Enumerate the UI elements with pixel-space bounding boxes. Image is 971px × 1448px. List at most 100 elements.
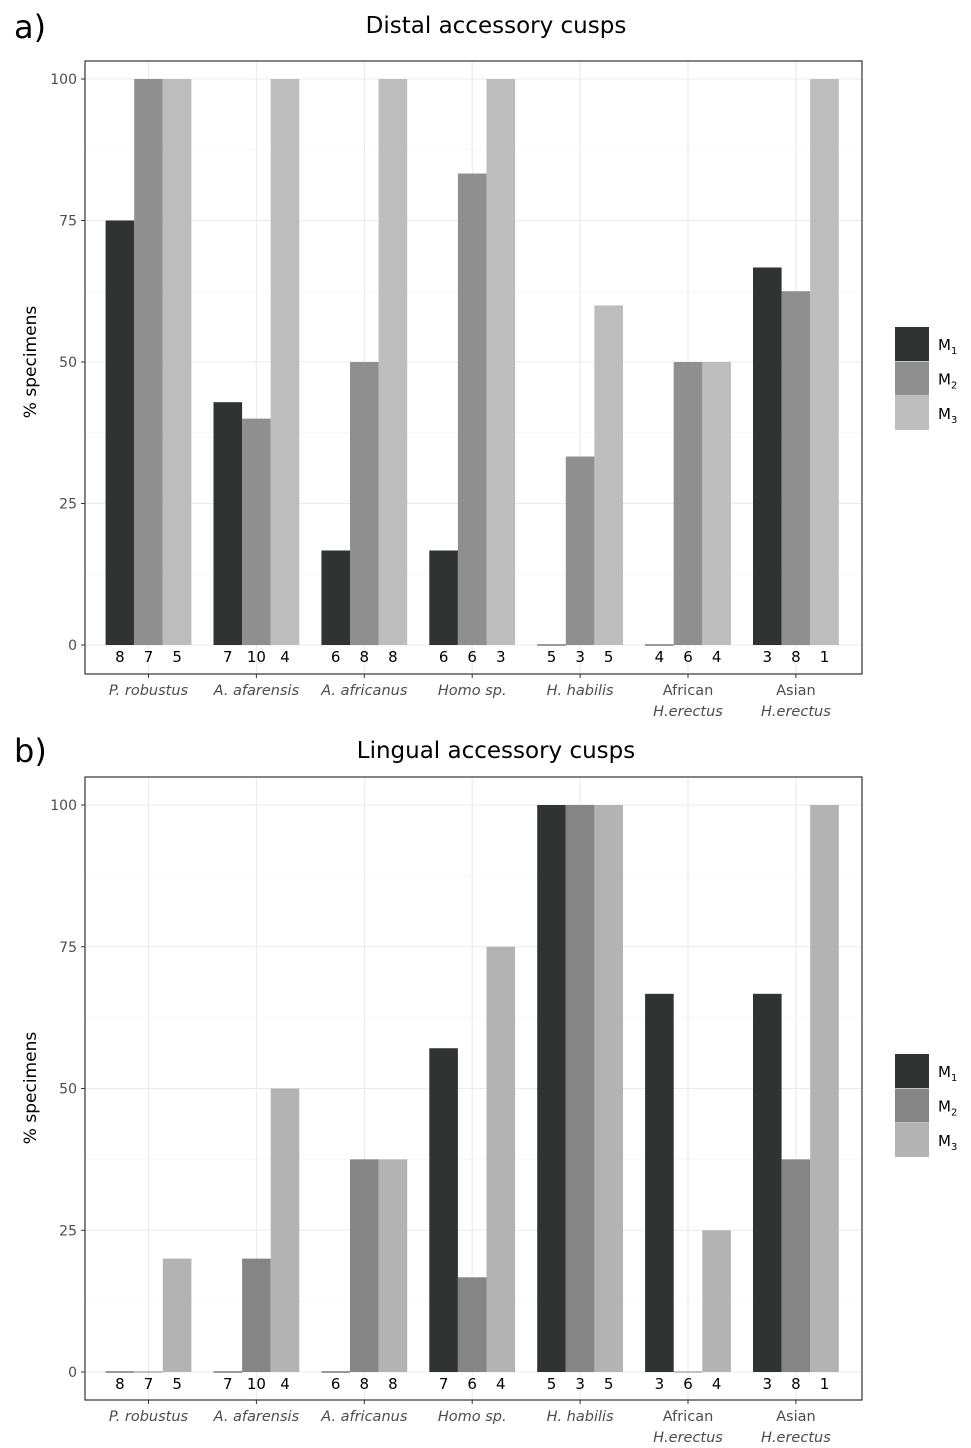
bar-m2 xyxy=(134,79,163,645)
sample-size-label: 5 xyxy=(604,648,614,666)
x-tick-label: African xyxy=(663,1409,714,1425)
sample-size-label: 8 xyxy=(115,648,125,666)
sample-size-label: 4 xyxy=(712,1375,722,1393)
chart-title: Lingual accessory cusps xyxy=(357,738,636,764)
bar-m3 xyxy=(162,79,192,645)
sample-size-label: 6 xyxy=(331,648,341,666)
bar-m1 xyxy=(537,805,566,1372)
bar-m2 xyxy=(350,1159,379,1372)
sample-size-label: 1 xyxy=(820,1375,830,1393)
sample-size-label: 8 xyxy=(360,1375,370,1393)
sample-size-label: 8 xyxy=(388,1375,398,1393)
sample-size-label: 5 xyxy=(604,1375,614,1393)
y-axis-label: % specimens xyxy=(21,1032,41,1145)
sample-size-label: 8 xyxy=(360,648,370,666)
panel-lingual-accessory-cusps: b) Lingual accessory cusps % specimens 8… xyxy=(14,732,957,1446)
bar-m1 xyxy=(213,1371,243,1373)
bar-m1 xyxy=(645,644,674,646)
bar-m2 xyxy=(781,1159,811,1372)
x-tick-label: P. robustus xyxy=(109,683,189,699)
sample-size-label: 3 xyxy=(575,1375,585,1393)
bar-m3 xyxy=(702,1230,731,1372)
y-tick-label: 25 xyxy=(59,1223,77,1239)
bar-m2 xyxy=(134,1371,163,1373)
bar-m1 xyxy=(321,550,350,645)
sample-size-label: 4 xyxy=(280,1375,290,1393)
sample-size-label: 4 xyxy=(496,1375,506,1393)
bar-m1 xyxy=(429,1048,458,1372)
bar-m2 xyxy=(242,418,271,645)
sample-size-label: 3 xyxy=(763,1375,773,1393)
sample-size-label: 6 xyxy=(683,648,693,666)
sample-size-label: 6 xyxy=(467,648,477,666)
sample-size-label: 5 xyxy=(172,648,182,666)
sample-size-label: 5 xyxy=(547,1375,557,1393)
x-tick-label: Homo sp. xyxy=(438,1409,507,1425)
bar-m3 xyxy=(270,79,300,645)
legend-key-m1 xyxy=(895,1054,929,1088)
x-tick-label: H.erectus xyxy=(761,1430,831,1446)
y-tick-label: 100 xyxy=(50,798,77,814)
bar-m3 xyxy=(810,79,839,645)
bar-m2 xyxy=(242,1258,271,1372)
bar-m3 xyxy=(594,305,623,645)
legend-key-m3 xyxy=(895,396,929,430)
bar-m1 xyxy=(213,402,243,645)
bar-m1 xyxy=(753,993,782,1372)
bar-m3 xyxy=(486,79,516,645)
bar-m1 xyxy=(429,550,458,645)
y-tick-label: 50 xyxy=(59,1082,77,1098)
sample-size-label: 5 xyxy=(547,648,557,666)
y-tick-label: 75 xyxy=(59,940,77,956)
bar-m1 xyxy=(645,993,674,1372)
sample-size-label: 6 xyxy=(331,1375,341,1393)
sample-size-label: 6 xyxy=(683,1375,693,1393)
legend-label: M1 xyxy=(938,336,957,357)
sample-size-label: 6 xyxy=(467,1375,477,1393)
chart-title: Distal accessory cusps xyxy=(366,13,627,39)
bar-m3 xyxy=(810,805,839,1372)
bar-m2 xyxy=(565,456,595,645)
legend-label: M3 xyxy=(938,405,957,426)
x-tick-label: African xyxy=(663,683,714,699)
sample-size-label: 3 xyxy=(763,648,773,666)
legend-label: M2 xyxy=(938,1098,957,1119)
bar-m3 xyxy=(702,362,731,645)
bar-m2 xyxy=(673,1371,703,1373)
bar-m2 xyxy=(457,173,487,645)
sample-size-label: 4 xyxy=(655,648,665,666)
bar-m1 xyxy=(321,1371,350,1373)
x-tick-label: Asian xyxy=(776,683,816,699)
sample-size-label: 8 xyxy=(791,1375,801,1393)
sample-size-label: 8 xyxy=(388,648,398,666)
panel-letter: a) xyxy=(14,8,46,46)
panel-border xyxy=(84,60,863,675)
panel-distal-accessory-cusps: a) Distal accessory cusps % specimens 8 7… xyxy=(14,8,957,720)
legend: M1 M2 M3 xyxy=(895,1054,957,1157)
legend-key-m2 xyxy=(895,361,929,396)
bar-m2 xyxy=(350,362,379,645)
sample-size-label: 8 xyxy=(791,648,801,666)
sample-size-label: 10 xyxy=(247,1375,266,1393)
legend-label: M2 xyxy=(938,371,957,392)
bar-m3 xyxy=(486,946,516,1372)
bar-m2 xyxy=(781,291,811,645)
legend-label: M1 xyxy=(938,1063,957,1084)
legend: M1 M2 M3 xyxy=(895,327,957,430)
bar-m1 xyxy=(105,1371,135,1373)
y-tick-label: 75 xyxy=(59,214,77,230)
x-tick-label: H.erectus xyxy=(653,1430,723,1446)
sample-size-label: 7 xyxy=(439,1375,449,1393)
y-tick-label: 0 xyxy=(68,638,77,654)
bar-m2 xyxy=(673,362,703,645)
sample-size-label: 7 xyxy=(223,648,233,666)
legend-key-m1 xyxy=(895,327,929,361)
x-tick-label: Asian xyxy=(776,1409,816,1425)
sample-size-label: 3 xyxy=(575,648,585,666)
sample-size-label: 4 xyxy=(712,648,722,666)
x-tick-label: A. afarensis xyxy=(213,683,300,699)
legend-key-m2 xyxy=(895,1088,929,1123)
